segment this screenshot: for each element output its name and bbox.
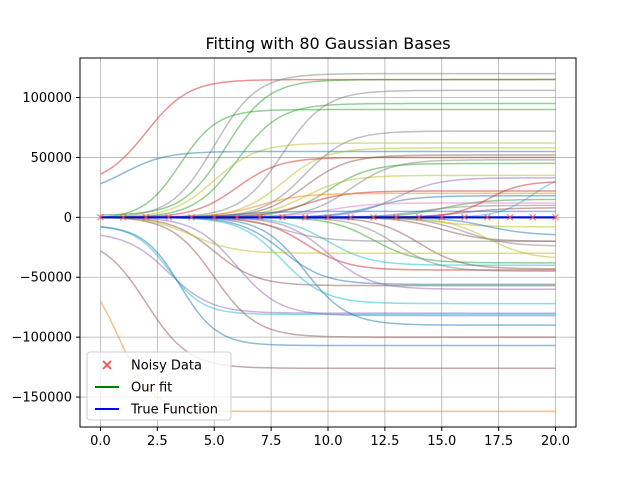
basis-curve: [100, 156, 556, 219]
noisy-data-point: [119, 213, 127, 221]
basis-curve: [100, 142, 556, 219]
basis-curve: [100, 72, 556, 219]
y-tick-label: 0: [64, 211, 72, 226]
noisy-data-point: [506, 213, 514, 221]
noisy-data-point: [415, 213, 423, 221]
x-tick-label: 0.0: [90, 434, 111, 449]
noisy-data-point: [97, 213, 104, 221]
noisy-data-point: [529, 213, 537, 221]
legend-marker: [102, 360, 112, 370]
basis-curve: [100, 150, 556, 185]
plot-series: [97, 72, 559, 413]
basis-curve: [100, 226, 556, 347]
noisy-data-point: [142, 213, 150, 221]
basis-curve: [100, 216, 556, 317]
noisy-data-point: [324, 213, 332, 221]
axes: 0.0 2.5 5.0 7.5 10.0 12.5 15.0 17.5 20.0 100000 50…: [11, 57, 577, 449]
noisy-data-point: [301, 213, 309, 221]
y-tick-label: −150000: [11, 391, 72, 406]
y-tick-label: −50000: [20, 271, 72, 286]
basis-curve: [100, 250, 556, 370]
noisy-data-point: [461, 213, 468, 221]
x-tick-label: 12.5: [370, 434, 399, 449]
noisy-data-point: [552, 213, 559, 221]
legend-box: [86, 351, 232, 421]
noisy-data-point: [256, 213, 264, 221]
x-tick-label: 2.5: [147, 434, 168, 449]
x-tick-label: 5.0: [204, 434, 225, 449]
noisy-data-point: [188, 213, 195, 221]
legend-label: Noisy Data: [131, 359, 202, 374]
legend-item: Noisy Data: [102, 359, 202, 374]
noisy-data-point: [438, 213, 446, 221]
legend: Noisy Data Our fit True Function: [86, 351, 232, 421]
legend-label: True Function: [130, 403, 218, 418]
x-tick-label: 15.0: [427, 434, 456, 449]
basis-curve: [100, 216, 556, 255]
x-tick-label: 7.5: [261, 434, 282, 449]
noisy-data-point: [392, 213, 400, 221]
chart-title: Fitting with 80 Gaussian Bases: [205, 34, 450, 53]
legend-item: True Function: [95, 403, 218, 418]
basis-curve: [100, 108, 556, 219]
basis-curve: [100, 78, 556, 216]
x-tick-label: 10.0: [314, 434, 343, 449]
noisy-data-point: [370, 213, 377, 221]
noisy-data-point: [233, 213, 241, 221]
basis-curve: [100, 102, 556, 219]
noisy-data-point: [483, 213, 491, 221]
noisy-data-point: [347, 213, 355, 221]
basis-curve: [100, 216, 556, 338]
x-tick-label: 20.0: [541, 434, 570, 449]
y-tick-label: −100000: [11, 331, 72, 346]
y-tick-label: 50000: [31, 151, 72, 166]
legend-item: Our fit: [95, 381, 172, 396]
noisy-data-point: [210, 213, 218, 221]
x-tick-label: 17.5: [484, 434, 513, 449]
noisy-data-point: [279, 213, 286, 221]
legend-label: Our fit: [131, 381, 172, 396]
basis-curve: [100, 216, 556, 287]
y-tick-label: 100000: [22, 91, 72, 106]
noisy-data-point: [165, 213, 173, 221]
